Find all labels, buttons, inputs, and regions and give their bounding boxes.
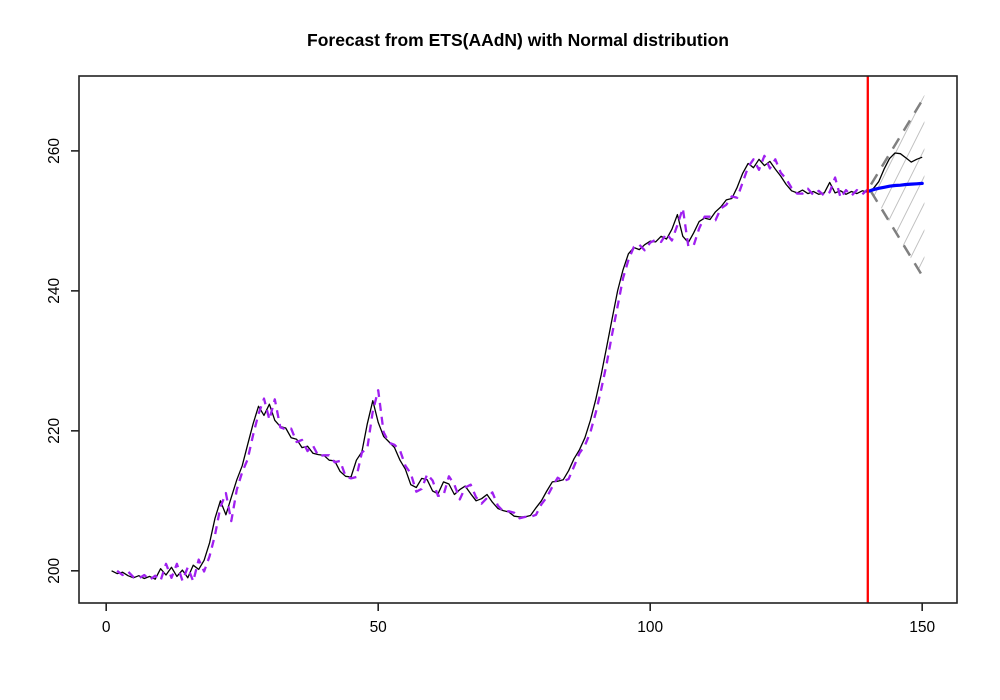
x-tick-label: 100 — [637, 619, 663, 636]
interval-lower-line — [869, 190, 925, 279]
interval-hatch — [869, 94, 925, 282]
x-tick-label: 0 — [102, 619, 111, 636]
x-tick-label: 50 — [370, 619, 388, 636]
x-tick-label: 150 — [909, 619, 935, 636]
y-tick-label: 240 — [46, 278, 63, 304]
plot-box — [78, 75, 958, 604]
interval-upper-line — [869, 97, 925, 186]
y-tick-label: 260 — [46, 138, 63, 164]
fitted-series-line — [116, 154, 869, 583]
forecast-mean-line — [866, 181, 924, 194]
y-tick-label: 200 — [46, 558, 63, 584]
observed-series-line — [111, 152, 923, 580]
chart-title: Forecast from ETS(AAdN) with Normal dist… — [307, 30, 729, 50]
y-tick-label: 220 — [46, 418, 63, 444]
